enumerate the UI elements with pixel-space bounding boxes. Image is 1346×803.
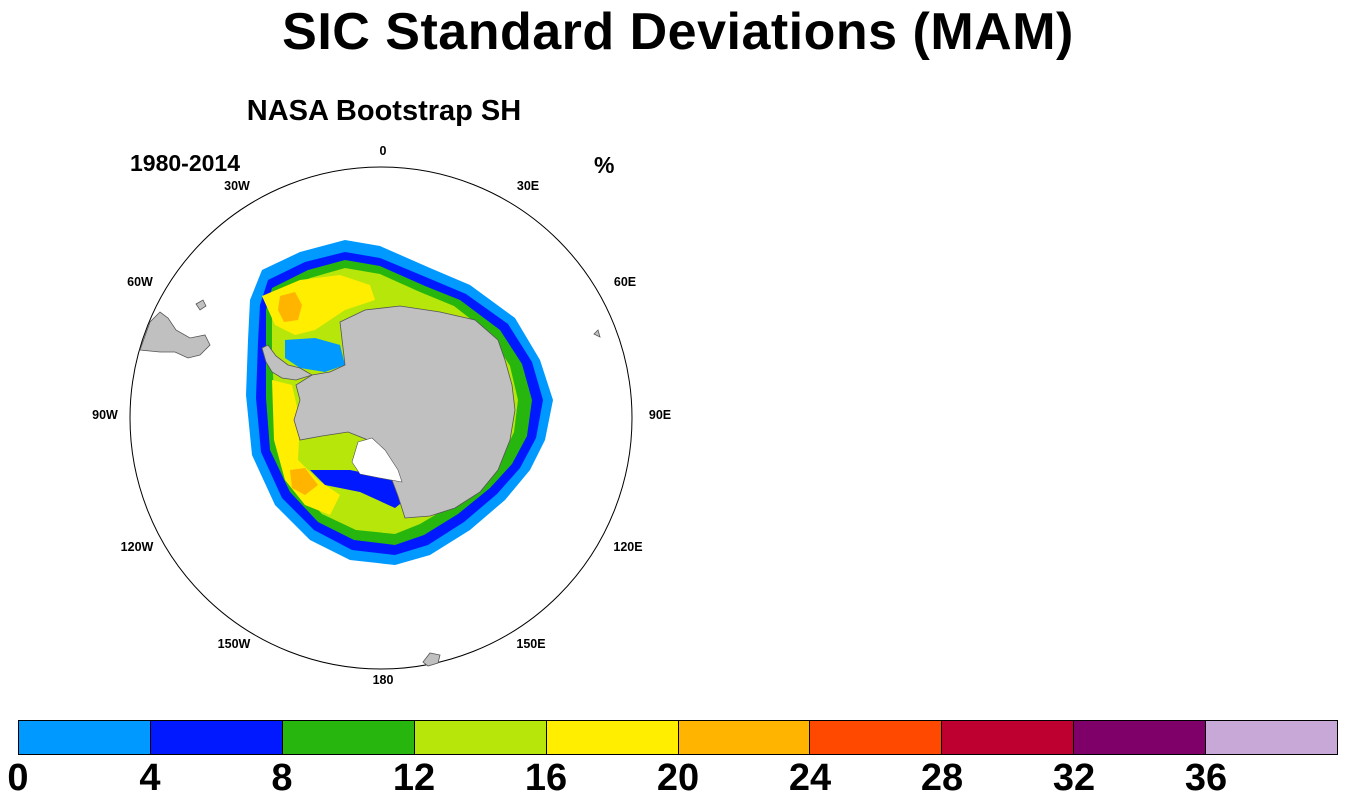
- colorbar-label-32: 32: [1052, 757, 1096, 799]
- weddell-inner-area: [285, 338, 345, 372]
- panel-title: NASA Bootstrap SH: [246, 95, 522, 127]
- antarctica: [293, 305, 516, 519]
- sic-patch-20-24-b: [290, 468, 318, 495]
- colorbar-label-8: 8: [271, 757, 293, 799]
- lon-label-150e: 150E: [516, 637, 545, 651]
- colorbar-label-4: 4: [139, 757, 161, 799]
- colorbar-box-0: [19, 721, 151, 754]
- lon-label-180: 180: [373, 673, 394, 687]
- ross-inner-area: [310, 470, 405, 508]
- figure-title: SIC Standard Deviations (MAM): [282, 3, 1074, 61]
- colorbar: [18, 720, 1338, 755]
- sic-patch-20-24-a: [278, 292, 302, 322]
- colorbar-box-4: [546, 721, 679, 754]
- antarctic-peninsula: [261, 344, 313, 381]
- lon-label-30w: 30W: [224, 179, 250, 193]
- polar-stereographic-map: 0 30E 60E 90E 120E 150E 180 150W 120W 90…: [92, 144, 671, 687]
- colorbar-box-2: [282, 721, 415, 754]
- land-masses: [139, 299, 601, 667]
- colorbar-label-36: 36: [1184, 757, 1228, 799]
- colorbar-label-0: 0: [7, 757, 29, 799]
- colorbar-label-20: 20: [656, 757, 700, 799]
- lon-label-90w: 90W: [92, 408, 118, 422]
- lon-label-150w: 150W: [218, 637, 251, 651]
- colorbar-box-7: [942, 721, 1075, 754]
- campbell-island: [422, 652, 441, 667]
- colorbar-box-8: [1074, 721, 1207, 754]
- kerguelen-island: [593, 329, 601, 338]
- sic-patch-16-20-b: [272, 380, 340, 515]
- lon-label-30e: 30E: [517, 179, 539, 193]
- colorbar-box-5: [678, 721, 811, 754]
- colorbar-label-16: 16: [524, 757, 568, 799]
- longitude-labels: 0 30E 60E 90E 120E 150E 180 150W 120W 90…: [92, 144, 671, 687]
- colorbar-box-1: [150, 721, 283, 754]
- lon-label-60e: 60E: [614, 275, 636, 289]
- south-america: [139, 311, 211, 359]
- colorbar-label-24: 24: [788, 757, 832, 799]
- lon-label-60w: 60W: [127, 275, 153, 289]
- colorbar-box-3: [414, 721, 547, 754]
- lon-label-90e: 90E: [649, 408, 671, 422]
- falkland-islands: [195, 299, 207, 311]
- period-label: 1980-2014: [130, 150, 240, 176]
- colorbar-label-12: 12: [392, 757, 436, 799]
- colorbar-labels: 0 4 8 12 16 20 24 28 32 36: [0, 757, 1346, 803]
- ross-ice-shelf: [351, 437, 403, 483]
- lon-label-0: 0: [380, 144, 387, 158]
- units-label: %: [594, 152, 615, 178]
- colorbar-label-28: 28: [920, 757, 964, 799]
- lon-label-120w: 120W: [121, 540, 154, 554]
- colorbar-box-9: [1206, 721, 1338, 754]
- colorbar-box-6: [810, 721, 943, 754]
- lon-label-120e: 120E: [613, 540, 642, 554]
